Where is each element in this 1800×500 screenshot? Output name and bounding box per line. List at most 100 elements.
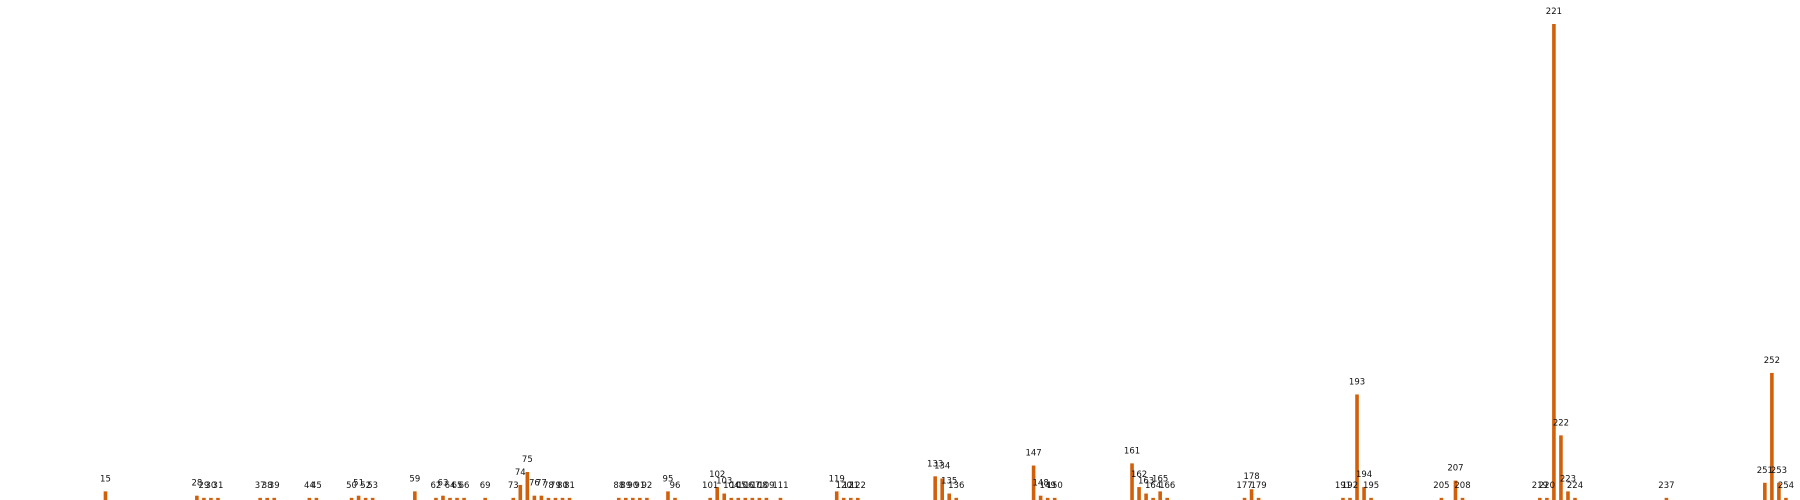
- bar-label-38: 38: [262, 481, 273, 491]
- bar-label-95: 95: [663, 474, 674, 484]
- bar-label-103: 103: [716, 477, 732, 487]
- bar-label-73: 73: [508, 481, 519, 491]
- bar-label-76: 76: [529, 479, 540, 489]
- bar-253: [1777, 482, 1781, 500]
- bar-51: [356, 495, 361, 500]
- bar-150: [1052, 497, 1057, 500]
- bar-105: [736, 497, 741, 500]
- bar-30: [209, 497, 213, 500]
- bar-92: [645, 497, 649, 500]
- bar-52: [363, 497, 368, 500]
- bar-102: [715, 487, 719, 500]
- bar-label-96: 96: [670, 481, 681, 491]
- bar-label-165: 165: [1152, 474, 1168, 484]
- bar-label-120: 120: [836, 481, 852, 491]
- bar-149: [1045, 497, 1050, 500]
- bar-80: [560, 497, 565, 500]
- bar-119: [834, 491, 839, 500]
- bar-label-205: 205: [1433, 481, 1449, 491]
- bar-96: [673, 497, 677, 500]
- bar-label-81: 81: [564, 481, 575, 491]
- bar-107: [750, 497, 755, 500]
- bar-28: [195, 495, 199, 500]
- bar-133: [933, 476, 937, 500]
- bar-label-208: 208: [1454, 481, 1470, 491]
- bar-221: [1552, 24, 1556, 500]
- bar-label-254: 254: [1778, 481, 1794, 491]
- bar-162: [1137, 487, 1141, 500]
- bar-label-133: 133: [927, 459, 943, 469]
- bar-series: [103, 24, 1788, 500]
- bar-64: [448, 497, 452, 500]
- bar-label-74: 74: [515, 468, 526, 478]
- bar-90: [631, 497, 635, 500]
- bar-label-39: 39: [269, 481, 280, 491]
- bar-label-224: 224: [1567, 481, 1583, 491]
- bar-label-150: 150: [1047, 481, 1063, 491]
- bar-label-29: 29: [198, 481, 209, 491]
- bar-label-109: 109: [758, 481, 774, 491]
- bar-label-207: 207: [1447, 464, 1463, 474]
- bar-label-166: 166: [1159, 481, 1175, 491]
- bar-label-253: 253: [1771, 466, 1787, 476]
- bar-label-177: 177: [1236, 481, 1252, 491]
- bar-195: [1369, 497, 1373, 500]
- bar-label-88: 88: [613, 481, 624, 491]
- bar-252: [1770, 372, 1774, 500]
- bar-38: [265, 497, 269, 500]
- bar-165: [1158, 491, 1162, 500]
- bar-103: [722, 493, 727, 500]
- bar-label-45: 45: [311, 481, 322, 491]
- bar-220: [1545, 497, 1549, 500]
- bar-label-220: 220: [1539, 481, 1555, 491]
- bar-label-106: 106: [737, 481, 753, 491]
- bar-191: [1341, 497, 1345, 500]
- bar-222: [1559, 435, 1563, 500]
- bar-224: [1573, 497, 1577, 500]
- bar-101: [708, 497, 712, 500]
- bar-120: [841, 497, 846, 500]
- bar-label-163: 163: [1138, 477, 1154, 487]
- bar-label-147: 147: [1025, 449, 1041, 459]
- bar-label-15: 15: [100, 474, 111, 484]
- bar-31: [216, 497, 220, 500]
- bar-label-135: 135: [941, 477, 957, 487]
- bar-label-223: 223: [1560, 474, 1576, 484]
- bar-label-107: 107: [744, 481, 760, 491]
- bar-label-148: 148: [1033, 479, 1049, 489]
- bar-label-44: 44: [304, 481, 315, 491]
- bar-label-251: 251: [1757, 466, 1773, 476]
- bar-74: [518, 484, 523, 500]
- bar-label-222: 222: [1553, 418, 1569, 428]
- bar-37: [258, 497, 262, 500]
- bar-label-37: 37: [255, 481, 266, 491]
- bar-108: [757, 497, 762, 500]
- bar-178: [1249, 489, 1254, 500]
- bar-label-92: 92: [641, 481, 652, 491]
- bar-251: [1763, 482, 1767, 500]
- bar-76: [532, 495, 537, 500]
- bar-label-161: 161: [1124, 446, 1140, 456]
- bar-label-221: 221: [1546, 7, 1562, 17]
- bar-254: [1784, 497, 1788, 500]
- bar-53: [370, 497, 375, 500]
- bar-label-78: 78: [543, 481, 554, 491]
- bar-194: [1362, 487, 1366, 500]
- bar-78: [546, 497, 551, 500]
- bar-75: [525, 472, 530, 500]
- bar-label-178: 178: [1243, 472, 1259, 482]
- bar-147: [1031, 465, 1036, 500]
- bar-69: [483, 497, 487, 500]
- bar-163: [1144, 493, 1148, 500]
- bar-label-119: 119: [829, 474, 845, 484]
- bar-label-179: 179: [1250, 481, 1266, 491]
- bar-label-30: 30: [206, 481, 217, 491]
- bar-label-108: 108: [751, 481, 767, 491]
- bar-135: [947, 493, 952, 500]
- bar-label-104: 104: [723, 481, 739, 491]
- bar-label-59: 59: [409, 474, 420, 484]
- bar-label-75: 75: [522, 455, 533, 465]
- bar-66: [462, 497, 466, 500]
- bar-label-122: 122: [850, 481, 866, 491]
